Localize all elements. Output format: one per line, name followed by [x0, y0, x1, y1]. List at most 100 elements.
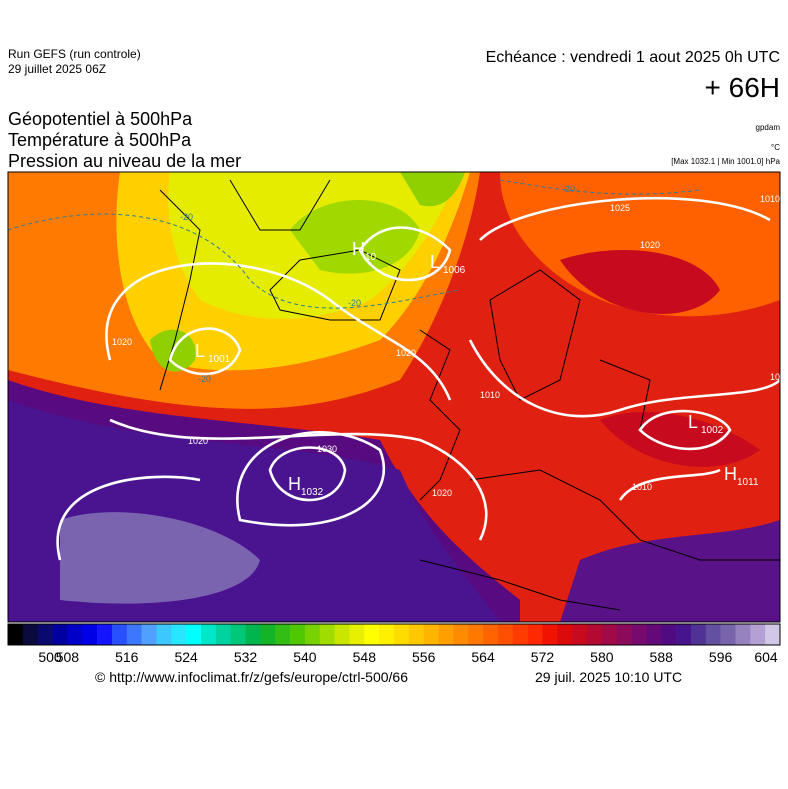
source: © http://www.infoclimat.fr/z/gefs/europe… — [95, 669, 408, 685]
isobar — [358, 226, 452, 282]
isobar-label: 1030 — [317, 444, 337, 454]
isotherm-label: -20 — [198, 374, 211, 384]
isobar-label: 1020 — [396, 348, 416, 358]
center-symbol: H — [352, 239, 365, 259]
isobar-label: 1010 — [480, 390, 500, 400]
center-symbol: H — [288, 474, 301, 494]
isobar — [268, 446, 347, 502]
lead-time: + 66H — [705, 72, 781, 103]
colorbar-swatch — [379, 624, 395, 645]
colorbar-swatch — [126, 624, 142, 645]
legend-line: Pression au niveau de la mer — [8, 151, 241, 171]
colorbar-swatch — [572, 624, 588, 645]
colorbar-swatch — [111, 624, 128, 645]
colorbar-tick-label: 564 — [471, 649, 495, 665]
colorbar-swatch — [705, 624, 721, 645]
colorbar-swatch — [616, 624, 632, 645]
colorbar-tick-label: 588 — [650, 649, 674, 665]
colorbar-swatch — [557, 624, 573, 645]
colorbar-swatch — [290, 624, 306, 645]
colorbar-swatch — [22, 624, 38, 645]
colorbar-swatch — [319, 624, 335, 645]
legend-line: Géopotentiel à 500hPa — [8, 109, 193, 129]
colorbar-frame — [7, 623, 781, 646]
center-pressure: 1001 — [208, 354, 231, 365]
run-date: 29 juillet 2025 06Z — [8, 62, 106, 76]
isotherm — [8, 179, 701, 309]
center-symbol: L — [688, 412, 698, 432]
isobar — [638, 409, 732, 451]
unit: °C — [771, 143, 780, 152]
colorbar-swatch — [676, 624, 692, 645]
colorbar-swatch — [453, 624, 469, 645]
map-fill — [560, 250, 720, 314]
colorbar-swatch — [349, 624, 365, 645]
colorbar-swatch — [423, 624, 439, 645]
isobar — [168, 327, 242, 376]
colorbar-tick-label: 508 — [56, 649, 80, 665]
isobar — [468, 339, 780, 418]
center-pressure: 1011 — [737, 477, 759, 488]
isotherm-label: -20 — [348, 298, 361, 308]
isotherm-label: -20 — [180, 212, 193, 222]
center-pressure: 10 — [365, 252, 377, 263]
valid-time: Echéance : vendredi 1 aout 2025 0h UTC — [486, 49, 780, 66]
colorbar-swatch — [690, 624, 707, 645]
colorbar-swatch — [215, 624, 231, 645]
isobar-label: 1020 — [112, 337, 132, 347]
map-fill — [560, 520, 780, 622]
isobar-label: 1020 — [188, 436, 208, 446]
center-symbol: L — [195, 341, 205, 361]
colorbar-swatch — [82, 624, 98, 645]
isobar-label: 1020 — [640, 240, 660, 250]
colorbar-swatch — [8, 624, 24, 645]
colorbar-tick-label: 580 — [590, 649, 614, 665]
isobar — [56, 475, 201, 561]
isobar — [236, 431, 386, 527]
map-fill — [290, 200, 420, 274]
isobar-label: 1010 — [770, 372, 788, 382]
isobar-label: 1025 — [610, 203, 630, 213]
colorbar-tick-label: 596 — [709, 649, 733, 665]
center-symbol: H — [724, 464, 737, 484]
isotherm-label: -20 — [562, 184, 575, 194]
colorbar-tick-label: 556 — [412, 649, 436, 665]
colorbar-swatch — [408, 624, 424, 645]
colorbar-swatch — [97, 624, 113, 645]
legend-line: Température à 500hPa — [8, 130, 192, 150]
colorbar-tick-label: 540 — [293, 649, 317, 665]
colorbar-swatch — [720, 624, 736, 645]
isobar-label: 1020 — [432, 488, 452, 498]
colorbar-swatch — [230, 624, 246, 645]
colorbar-swatch — [201, 624, 217, 645]
coastline — [419, 269, 780, 611]
colorbar-tick-label: 572 — [531, 649, 555, 665]
map-frame — [7, 171, 781, 623]
colorbar-tick-label: 524 — [174, 649, 198, 665]
colorbar-swatch — [52, 624, 68, 645]
isobar-label: 1010 — [632, 482, 652, 492]
colorbar-swatch — [334, 624, 350, 645]
center-pressure: 1006 — [443, 265, 466, 276]
colorbar-swatch — [631, 624, 647, 645]
colorbar-swatch — [171, 624, 187, 645]
colorbar-swatch — [512, 624, 528, 645]
colorbar-tick-label: 532 — [234, 649, 258, 665]
map — [8, 172, 780, 622]
colorbar-swatch — [735, 624, 751, 645]
colorbar-swatch — [275, 624, 291, 645]
center-pressure: 1032 — [301, 487, 324, 498]
colorbar-swatch — [438, 624, 454, 645]
map-fill — [400, 172, 465, 207]
run-name: Run GEFS (run controle) — [8, 47, 141, 61]
center-symbol: L — [430, 252, 440, 272]
colorbar-swatch — [304, 624, 321, 645]
isobar — [479, 196, 771, 241]
colorbar-tick-label: 604 — [754, 649, 778, 665]
colorbar-tick-label: 516 — [115, 649, 139, 665]
unit: [Max 1032.1 | Min 1001.0] hPa — [671, 157, 780, 166]
colorbar-swatch — [186, 624, 202, 645]
generated: 29 juil. 2025 10:10 UTC — [535, 669, 682, 685]
colorbar-swatch — [601, 624, 617, 645]
